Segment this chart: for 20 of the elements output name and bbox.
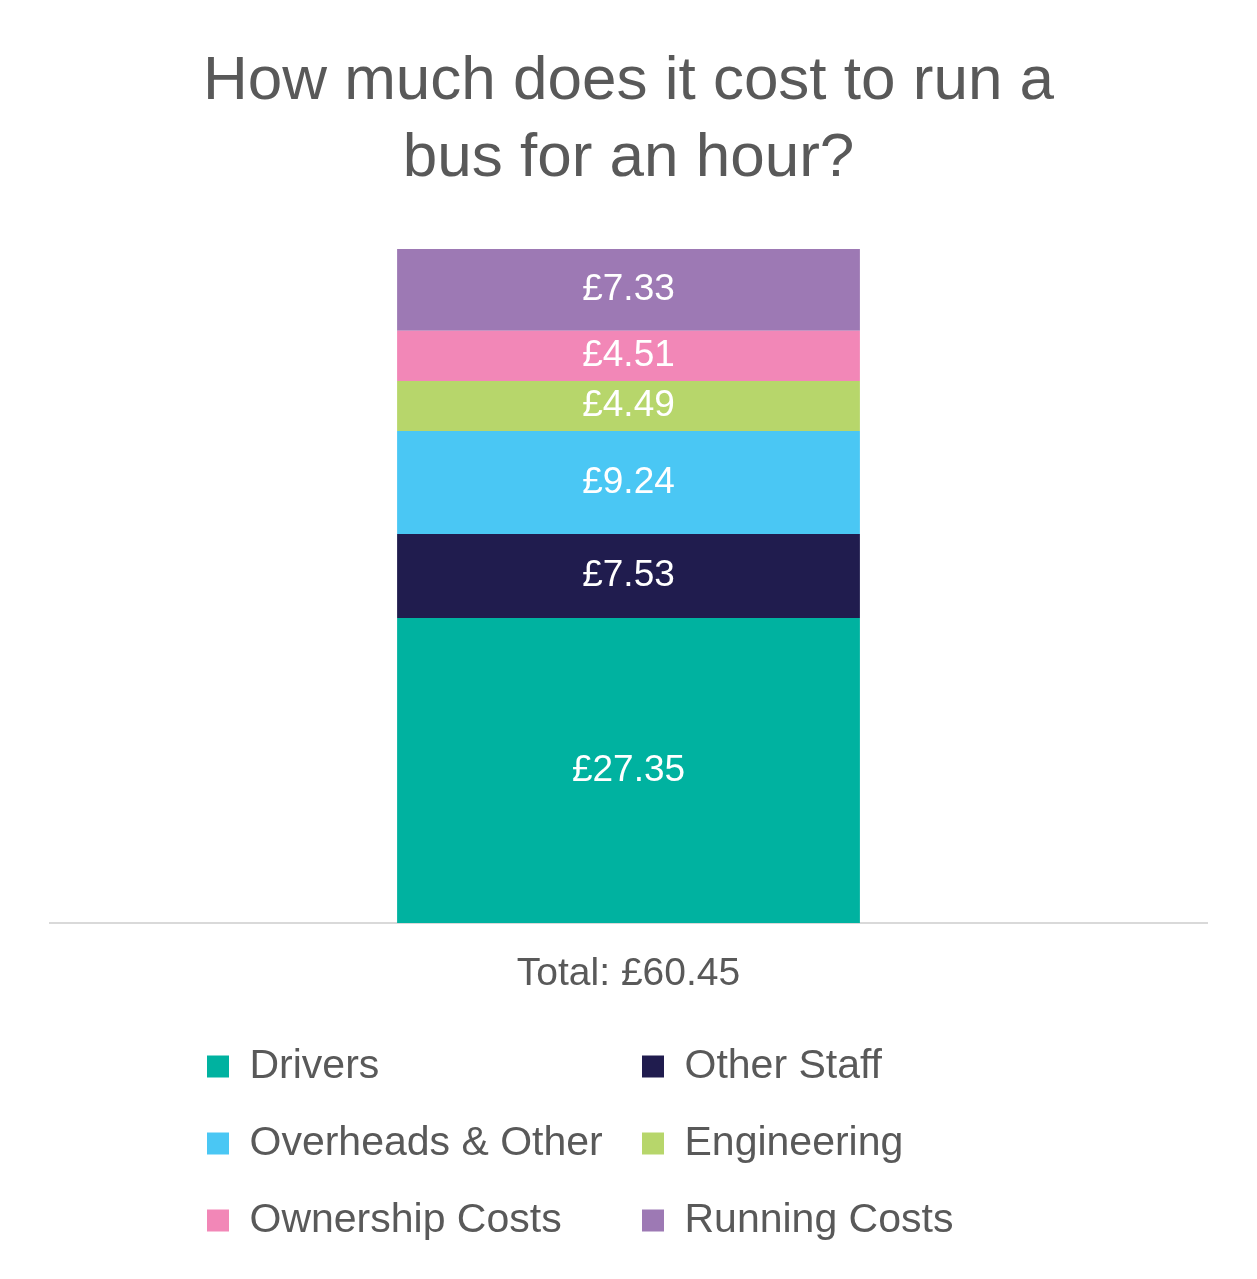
legend-label: Drivers [249,1040,380,1087]
data-label: £4.51 [582,333,675,375]
data-label: £7.33 [582,267,675,309]
bar [397,249,860,331]
bar [397,618,860,923]
bar [397,381,860,432]
chart-title: How much does it cost to run a bus for an hour? [201,42,1056,191]
total-label: Total: £60.45 [516,950,741,994]
legend-label: Other Staff [684,1040,883,1087]
data-label: £27.35 [571,747,686,789]
legend-label: Running Costs [684,1194,954,1241]
bar [397,534,860,619]
legend-label: Engineering [684,1117,904,1164]
bar [397,431,860,535]
legend-label: Overheads & Other [249,1117,603,1164]
data-label: £7.53 [582,553,675,595]
data-label: £9.24 [582,459,675,501]
bar [397,330,860,382]
legend-label: Ownership Costs [249,1194,562,1241]
data-label: £4.49 [582,383,675,425]
